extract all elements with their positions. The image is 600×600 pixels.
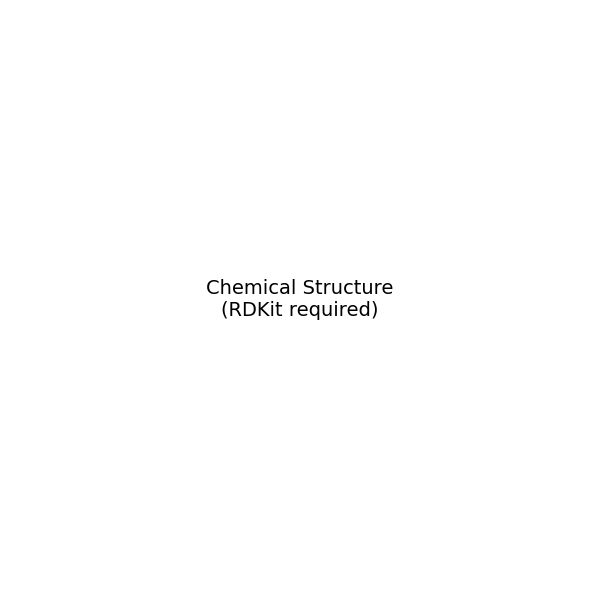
Text: Chemical Structure
(RDKit required): Chemical Structure (RDKit required) bbox=[206, 280, 394, 320]
